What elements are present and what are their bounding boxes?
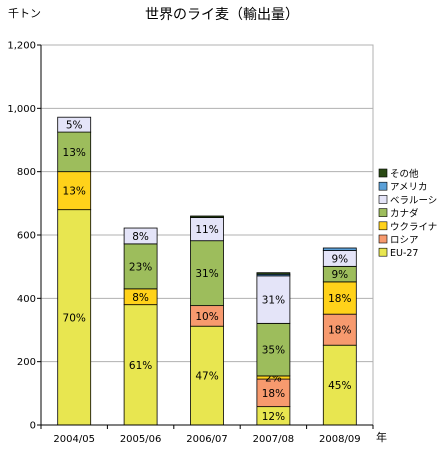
bar-segment — [322, 247, 357, 251]
bar-segment — [190, 215, 224, 218]
x-tick-label: 2007/08 — [253, 434, 295, 445]
legend-label: ウクライナ — [390, 222, 437, 233]
legend-label: ロシア — [390, 235, 419, 246]
bar-segment — [57, 116, 92, 133]
legend-swatch — [378, 234, 388, 244]
bar-segment — [256, 272, 291, 275]
y-tick-label: 200 — [17, 357, 36, 368]
legend-swatch — [378, 195, 388, 204]
data-label: 9% — [331, 269, 348, 281]
legend-swatch — [378, 247, 388, 257]
x-tick-label: 2006/07 — [186, 434, 228, 445]
legend-label: EU-27 — [390, 248, 418, 259]
bar-segment — [322, 281, 357, 315]
x-tick-label: 2004/05 — [53, 434, 95, 445]
legend-swatch — [378, 221, 388, 231]
data-label: 9% — [331, 253, 348, 265]
bar-segment — [190, 325, 224, 426]
y-tick-label: 800 — [17, 167, 36, 178]
bar-stack: 70% 13% 13% 5% — [57, 116, 92, 426]
bar-segment — [57, 171, 92, 211]
y-axis-unit-label: 千トン — [8, 7, 41, 20]
data-label: 18% — [328, 325, 351, 337]
data-label: 35% — [262, 345, 285, 357]
chart-title: 世界のライ麦（輸出量） — [145, 7, 299, 23]
bar-stack: 45% 18% 18% 9% 9% — [322, 247, 357, 426]
bar-segment — [123, 227, 158, 245]
y-tick-label: 1,000 — [7, 104, 36, 115]
legend-label: その他 — [390, 168, 419, 180]
bar-segment — [256, 322, 291, 377]
data-label: 70% — [63, 312, 86, 324]
data-label: 47% — [195, 371, 218, 383]
data-label: 12% — [262, 411, 285, 423]
bar-segment — [190, 240, 224, 307]
bar-segment — [57, 209, 92, 426]
data-label: 31% — [262, 295, 285, 307]
bar-segment — [57, 131, 92, 173]
x-axis-ticks: 2004/05 2005/06 2006/07 2007/08 2008/09 — [40, 425, 374, 445]
legend-swatch — [378, 168, 388, 178]
data-label: 13% — [63, 186, 86, 198]
data-label: 61% — [129, 360, 152, 372]
x-tick-label: 2005/06 — [120, 434, 162, 445]
bar-stack: 12%18%2%35%31% — [256, 272, 291, 426]
bar-segment — [322, 313, 357, 346]
data-label: 10% — [195, 311, 218, 323]
data-label: 5% — [66, 120, 83, 132]
bar-stack: 47% 10% 31% 11% — [190, 215, 224, 426]
legend-label: ベラルーシ — [390, 195, 437, 206]
y-tick-label: 0 — [30, 421, 36, 432]
y-axis-ticks: 0 200 400 600 800 1,000 1,200 — [7, 41, 41, 432]
y-tick-label: 400 — [17, 294, 36, 305]
y-tick-label: 600 — [17, 231, 36, 242]
legend-swatch — [378, 181, 388, 191]
legend-label: カナダ — [390, 208, 419, 220]
legend-label: アメリカ — [390, 182, 428, 193]
bar-segment — [123, 304, 158, 426]
data-label: 23% — [129, 261, 152, 273]
data-label: 8% — [132, 231, 149, 243]
bar-stack: 61% 8% 23% 8% — [123, 227, 158, 426]
data-label: 13% — [63, 147, 86, 159]
data-label: 31% — [195, 268, 218, 280]
bar-segment — [123, 243, 158, 290]
data-label: 11% — [195, 224, 218, 236]
data-label: 45% — [328, 380, 351, 392]
y-tick-label: 1,200 — [7, 41, 36, 52]
data-label: 8% — [132, 292, 149, 304]
x-axis-unit-label: 年 — [376, 430, 387, 444]
data-label: 18% — [328, 293, 351, 305]
legend-swatch — [378, 208, 388, 217]
data-label: 18% — [262, 388, 285, 400]
x-tick-label: 2008/09 — [319, 434, 361, 445]
